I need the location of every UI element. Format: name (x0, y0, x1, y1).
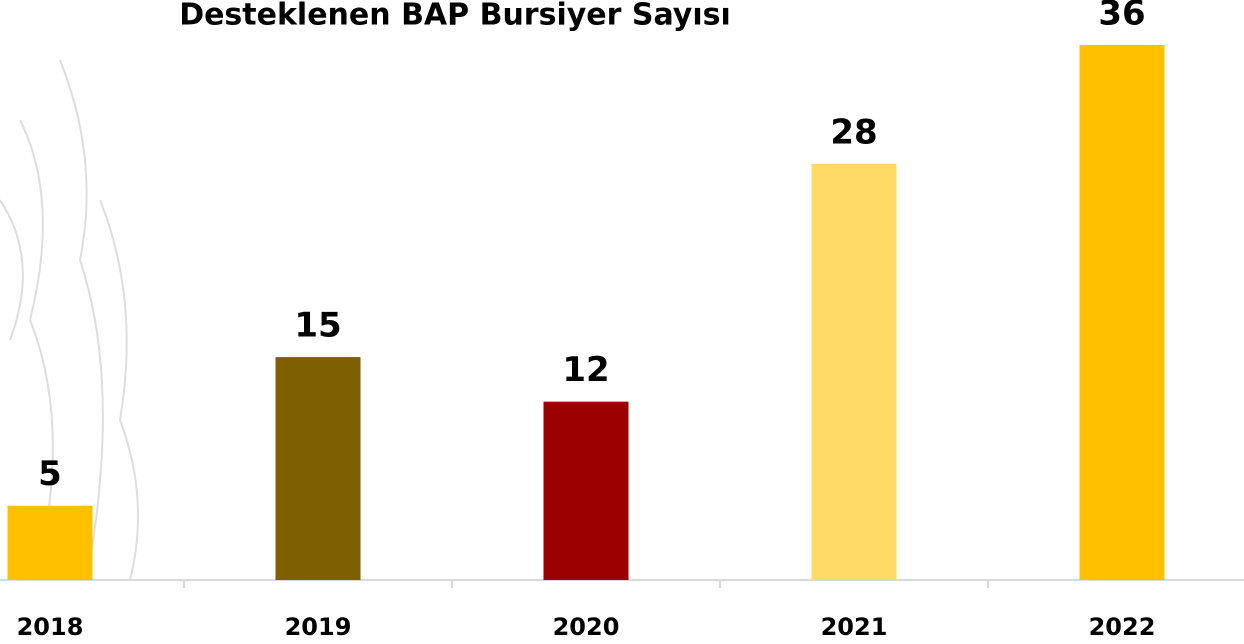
bar (1080, 45, 1165, 580)
value-label: 12 (562, 350, 609, 390)
value-label: 5 (38, 454, 62, 494)
bar (544, 402, 629, 580)
background-decoration (0, 60, 138, 580)
bar (8, 506, 93, 580)
x-tick-label: 2021 (821, 613, 888, 641)
chart: Desteklenen BAP Bursiyer Sayısı 5 2018 15 2… (0, 0, 1244, 644)
value-label: 28 (830, 112, 877, 152)
value-label: 15 (294, 306, 341, 346)
x-tick-label: 2020 (553, 613, 620, 641)
page: Desteklenen BAP Bursiyer Sayısı 5 2018 15 2… (0, 0, 1244, 644)
x-tick-label: 2022 (1089, 613, 1156, 641)
bar (812, 164, 897, 580)
bar (276, 357, 361, 580)
value-label: 36 (1098, 0, 1145, 34)
x-tick-label: 2019 (285, 613, 352, 641)
x-tick-label: 2018 (17, 613, 84, 641)
chart-title: Desteklenen BAP Bursiyer Sayısı (179, 0, 731, 33)
